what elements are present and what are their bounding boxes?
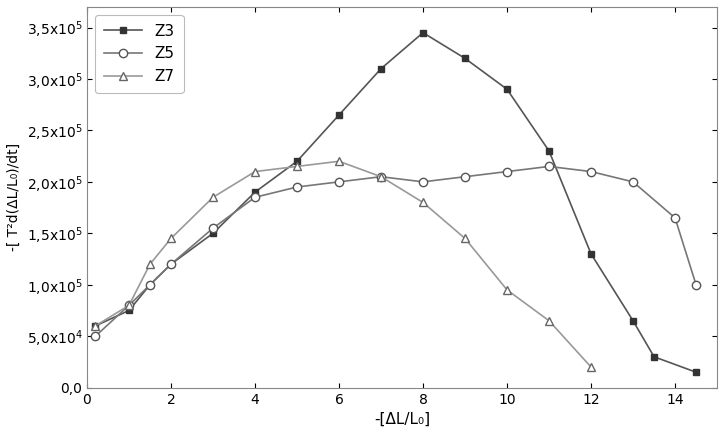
Z3 xyxy=(209,231,217,236)
Z7 xyxy=(167,236,175,241)
Z5 xyxy=(418,179,427,184)
Z7 xyxy=(91,323,100,329)
Z3 xyxy=(460,56,469,61)
Z7 xyxy=(251,169,259,174)
Legend: Z3, Z5, Z7: Z3, Z5, Z7 xyxy=(95,15,183,93)
Z3 xyxy=(586,251,595,256)
Z3 xyxy=(649,354,658,359)
Z7 xyxy=(418,200,427,205)
Z5 xyxy=(460,174,469,179)
Z7 xyxy=(125,303,133,308)
Z5 xyxy=(167,262,175,267)
X-axis label: -[ΔL/L₀]: -[ΔL/L₀] xyxy=(374,412,430,427)
Z3 xyxy=(628,318,637,323)
Z3 xyxy=(418,30,427,35)
Z7 xyxy=(292,164,301,169)
Z3 xyxy=(502,87,511,92)
Z5 xyxy=(670,215,679,220)
Z5 xyxy=(691,282,700,287)
Z3 xyxy=(251,190,259,195)
Z3 xyxy=(125,308,133,313)
Line: Z3: Z3 xyxy=(92,29,699,376)
Z3 xyxy=(544,148,553,154)
Z3 xyxy=(91,323,100,329)
Z7 xyxy=(460,236,469,241)
Z5 xyxy=(125,303,133,308)
Z5 xyxy=(146,282,154,287)
Z3 xyxy=(691,370,700,375)
Z5 xyxy=(334,179,343,184)
Z7 xyxy=(544,318,553,323)
Z5 xyxy=(292,184,301,190)
Z7 xyxy=(334,159,343,164)
Z3 xyxy=(292,159,301,164)
Z7 xyxy=(146,262,154,267)
Z5 xyxy=(376,174,385,179)
Z5 xyxy=(209,226,217,231)
Z3 xyxy=(167,262,175,267)
Z3 xyxy=(376,66,385,71)
Z7 xyxy=(376,174,385,179)
Line: Z5: Z5 xyxy=(91,162,700,340)
Z3 xyxy=(334,112,343,118)
Z3 xyxy=(146,282,154,287)
Z5 xyxy=(586,169,595,174)
Z7 xyxy=(209,195,217,200)
Z5 xyxy=(628,179,637,184)
Y-axis label: -[ T²d(ΔL/L₀)/dt]: -[ T²d(ΔL/L₀)/dt] xyxy=(7,143,21,251)
Z5 xyxy=(502,169,511,174)
Z5 xyxy=(544,164,553,169)
Line: Z7: Z7 xyxy=(91,157,595,371)
Z5 xyxy=(91,334,100,339)
Z5 xyxy=(251,195,259,200)
Z7 xyxy=(502,287,511,293)
Z7 xyxy=(586,365,595,370)
